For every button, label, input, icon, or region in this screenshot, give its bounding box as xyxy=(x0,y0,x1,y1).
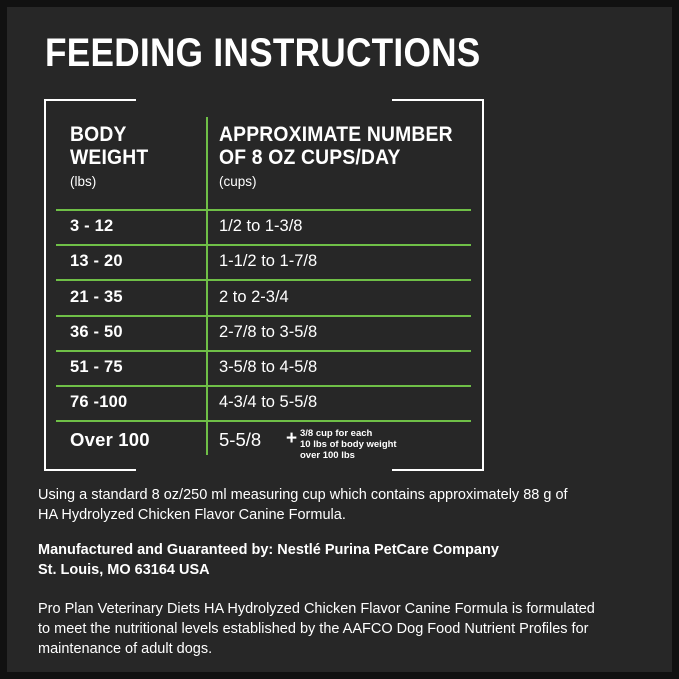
table-frame-corner-bottom-left xyxy=(44,469,136,471)
table-cell-over-100-note: 3/8 cup for each 10 lbs of body weight o… xyxy=(300,428,397,461)
table-column-divider xyxy=(206,117,208,455)
table-cell-weight-over-100: Over 100 xyxy=(70,429,150,450)
table-frame-left-edge xyxy=(44,99,46,471)
page-title: FEEDING INSTRUCTIONS xyxy=(45,31,481,75)
table-cell-weight: 36 - 50 xyxy=(70,323,123,341)
column-header-body-weight-unit: (lbs) xyxy=(70,174,97,189)
table-cell-weight: 51 - 75 xyxy=(70,358,123,376)
table-row-rule xyxy=(56,209,471,211)
plus-sign: + xyxy=(286,428,298,449)
table-cell-amount-over-100: 5-5/8 xyxy=(219,429,262,450)
column-header-body-weight: BODY WEIGHT xyxy=(70,123,149,169)
table-cell-weight: 76 -100 xyxy=(70,393,128,411)
table-cell-amount: 2 to 2-3/4 xyxy=(219,288,289,306)
footnote-aafco-statement: Pro Plan Veterinary Diets HA Hydrolyzed … xyxy=(38,601,595,657)
table-cell-amount: 3-5/8 to 4-5/8 xyxy=(219,358,318,376)
column-header-cups-per-day: APPROXIMATE NUMBER OF 8 OZ CUPS/DAY xyxy=(219,123,453,169)
table-frame-corner-top-left xyxy=(44,99,136,101)
table-row-rule xyxy=(56,315,471,317)
table-cell-amount: 1/2 to 1-3/8 xyxy=(219,217,303,235)
table-frame-right-edge xyxy=(482,99,484,471)
table-frame-corner-bottom-right xyxy=(392,469,484,471)
column-header-cups-per-day-unit: (cups) xyxy=(219,174,257,189)
table-cell-weight: 13 - 20 xyxy=(70,252,123,270)
table-cell-weight: 3 - 12 xyxy=(70,217,114,235)
table-row-rule xyxy=(56,350,471,352)
content-panel: FEEDING INSTRUCTIONS BODY WEIGHT (lbs) A… xyxy=(7,7,672,672)
table-row-rule xyxy=(56,385,471,387)
table-cell-amount: 1-1/2 to 1-7/8 xyxy=(219,252,318,270)
table-cell-amount: 4-3/4 to 5-5/8 xyxy=(219,393,318,411)
table-frame-corner-top-right xyxy=(392,99,484,101)
table-cell-weight: 21 - 35 xyxy=(70,288,123,306)
table-cell-amount: 2-7/8 to 3-5/8 xyxy=(219,323,318,341)
footnote-manufacturer: Manufactured and Guaranteed by: Nestlé P… xyxy=(38,542,499,578)
table-row-rule xyxy=(56,279,471,281)
table-row-rule xyxy=(56,244,471,246)
footnote-measuring-cup: Using a standard 8 oz/250 ml measuring c… xyxy=(38,487,568,523)
table-row-rule xyxy=(56,420,471,422)
